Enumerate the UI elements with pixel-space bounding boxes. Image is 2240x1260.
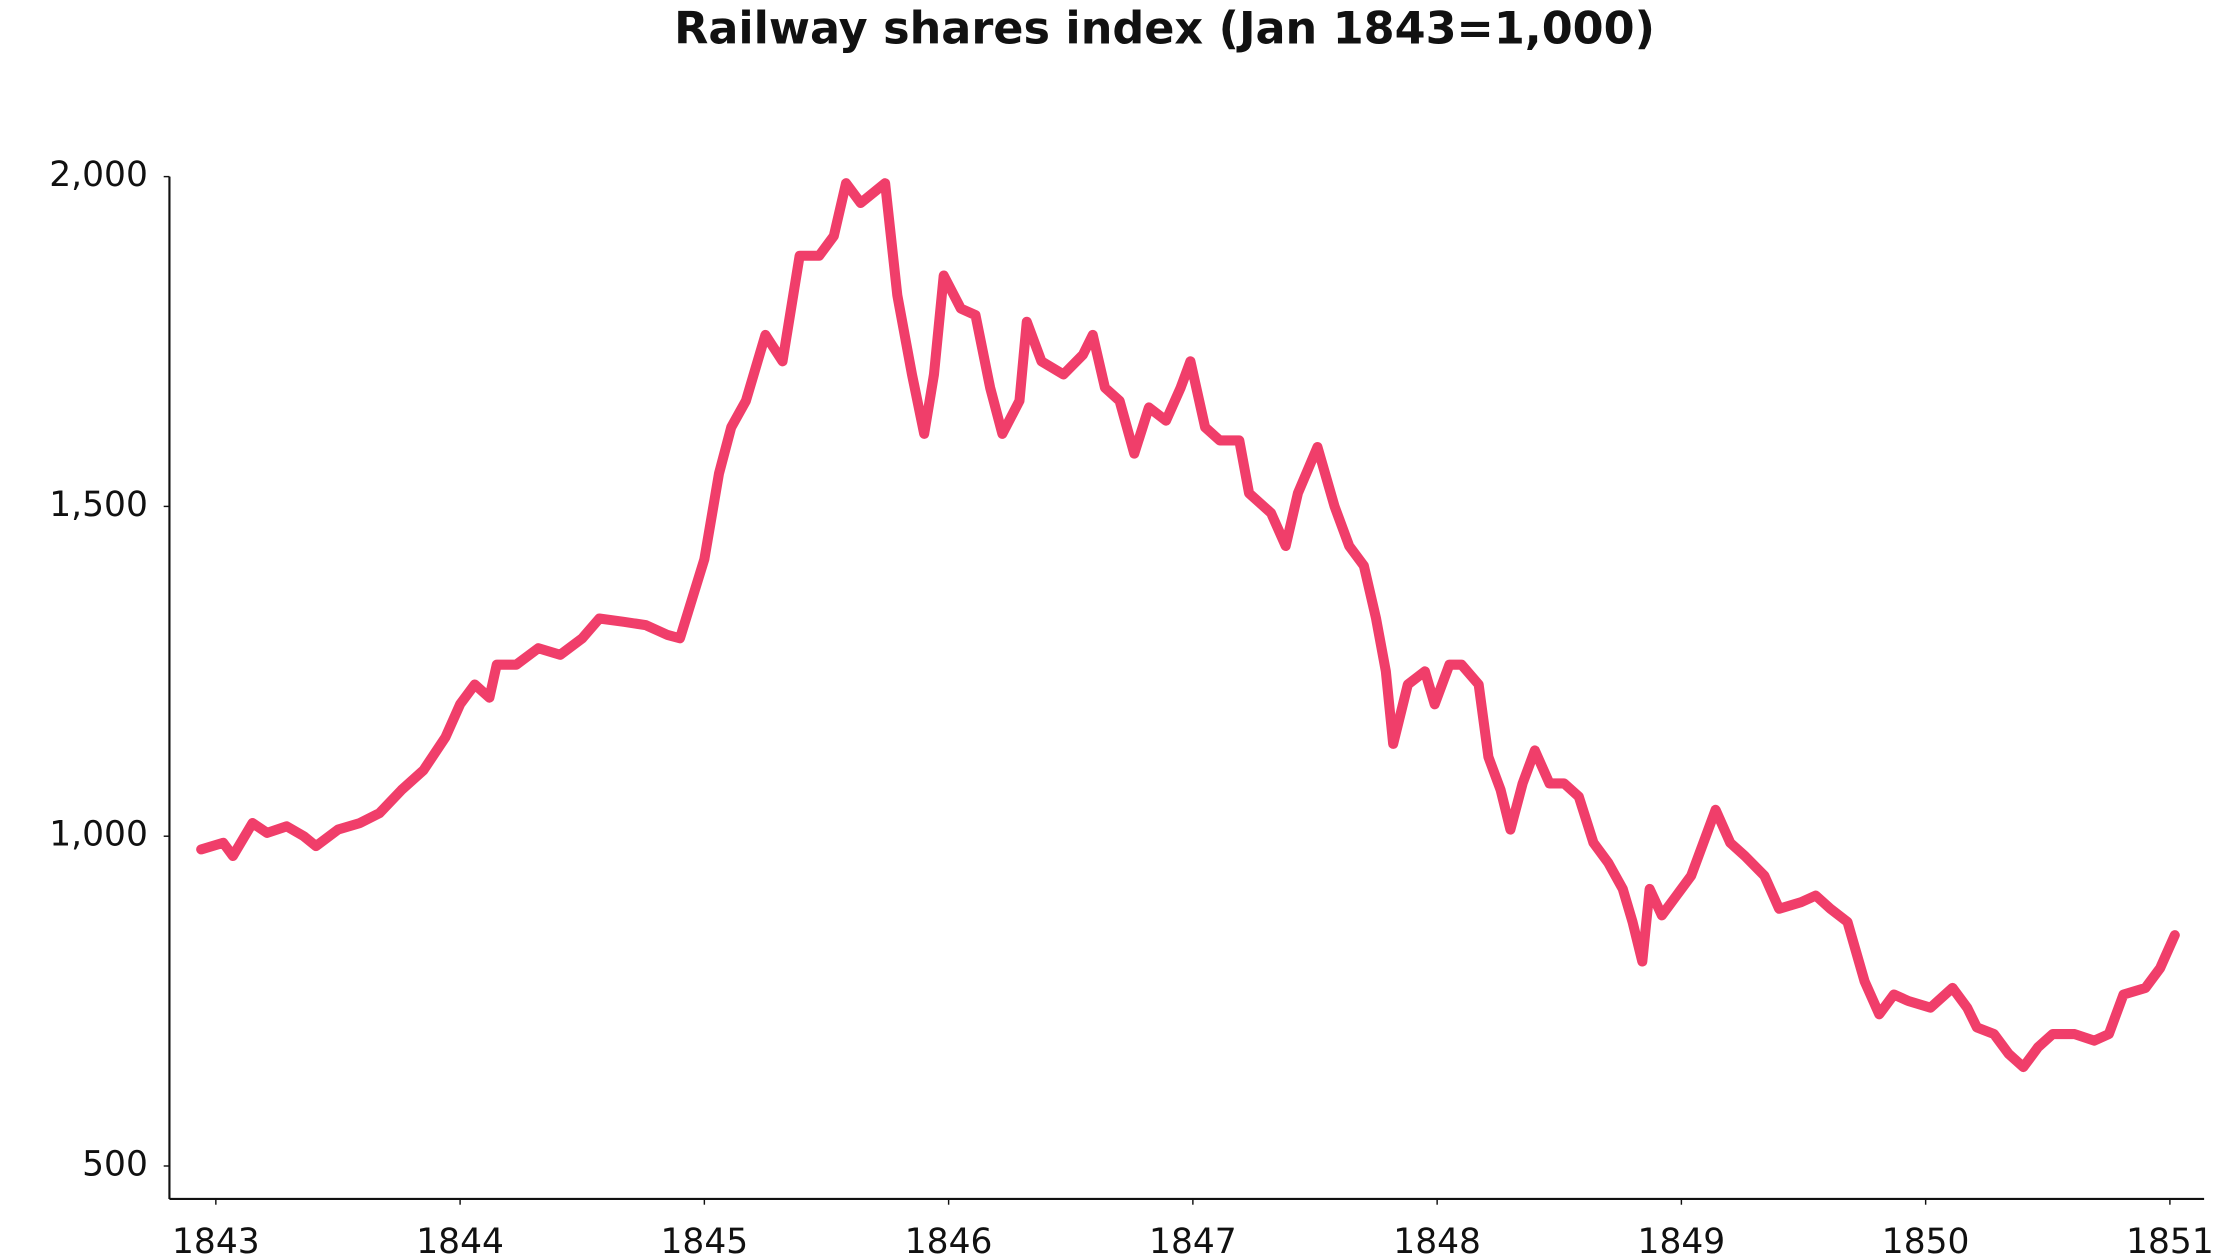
x-tick-label: 1847 — [1149, 1222, 1237, 1260]
x-tick-label: 1846 — [905, 1222, 993, 1260]
x-tick-label: 1848 — [1393, 1222, 1481, 1260]
x-tick-label: 1850 — [1882, 1222, 1970, 1260]
y-tick-label: 1,000 — [49, 815, 148, 855]
x-tick-label: 1851 — [2126, 1222, 2214, 1260]
y-tick-label: 500 — [82, 1144, 148, 1184]
x-tick-label: 1844 — [416, 1222, 504, 1260]
x-tick-label: 1849 — [1638, 1222, 1726, 1260]
x-tick-label: 1843 — [172, 1222, 260, 1260]
x-tick-label: 1845 — [661, 1222, 749, 1260]
y-tick-label: 1,500 — [49, 485, 148, 525]
chart-title: Railway shares index (Jan 1843=1,000) — [674, 4, 1655, 55]
line-series — [196, 178, 2180, 1073]
y-tick-label: 2,000 — [49, 155, 148, 195]
